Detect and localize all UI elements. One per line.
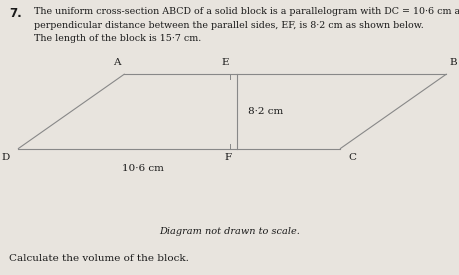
Text: The uniform cross-section ABCD of a solid block is a parallelogram with DC = 10·: The uniform cross-section ABCD of a soli…: [34, 7, 459, 16]
Text: 8·2 cm: 8·2 cm: [248, 107, 283, 116]
Text: C: C: [348, 153, 356, 163]
Text: The length of the block is 15·7 cm.: The length of the block is 15·7 cm.: [34, 34, 202, 43]
Text: E: E: [221, 58, 229, 67]
Text: F: F: [224, 153, 231, 163]
Text: 10·6 cm: 10·6 cm: [121, 164, 163, 173]
Text: B: B: [448, 58, 456, 67]
Text: A: A: [113, 58, 121, 67]
Text: Calculate the volume of the block.: Calculate the volume of the block.: [9, 254, 189, 263]
Text: perpendicular distance between the parallel sides, EF, is 8·2 cm as shown below.: perpendicular distance between the paral…: [34, 21, 423, 30]
Text: 7.: 7.: [9, 7, 22, 20]
Text: D: D: [2, 153, 10, 163]
Text: Diagram not drawn to scale.: Diagram not drawn to scale.: [159, 227, 300, 236]
